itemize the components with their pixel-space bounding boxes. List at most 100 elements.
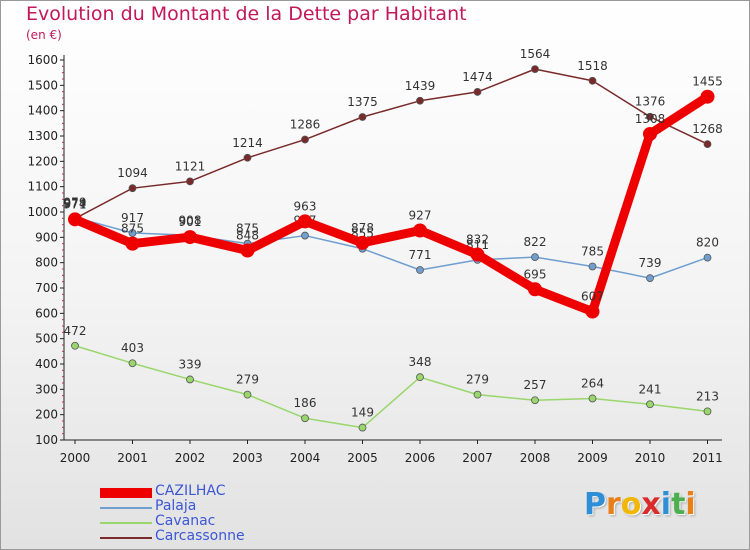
data-point-cavanac — [71, 341, 79, 350]
y-tick-label: 500 — [35, 332, 58, 346]
data-label-cavanac: 403 — [121, 341, 144, 355]
data-label-cavanac: 264 — [581, 376, 604, 390]
logo-letter: i — [660, 487, 672, 522]
legend-swatch-palaja — [100, 507, 152, 509]
series-line-cavanac — [74, 345, 709, 429]
data-label-cavanac: 213 — [696, 389, 719, 403]
y-tick-label: 400 — [35, 357, 58, 371]
data-point-cavanac — [703, 407, 712, 416]
y-tick-label: 1400 — [27, 104, 58, 118]
data-label-palaja: 908 — [179, 213, 202, 227]
data-label-cavanac: 279 — [236, 373, 259, 387]
data-point-carcassonne — [646, 112, 654, 121]
data-point-cavanac — [531, 396, 539, 405]
x-tick-label: 2003 — [232, 451, 263, 465]
y-tick-label: 200 — [35, 408, 58, 422]
data-point-cavanac — [473, 390, 482, 399]
data-label-cavanac: 472 — [64, 324, 87, 338]
data-label-cazilhac: 963 — [294, 199, 317, 213]
data-label-cazilhac: 971 — [64, 197, 87, 211]
data-label-cazilhac: 1455 — [692, 75, 723, 89]
y-tick-label: 1300 — [27, 129, 58, 143]
data-point-cazilhac — [68, 212, 82, 227]
y-tick-label: 100 — [35, 433, 58, 447]
data-label-cavanac: 279 — [466, 373, 489, 387]
y-tick-label: 1000 — [27, 205, 58, 219]
data-point-carcassonne — [186, 177, 194, 186]
data-label-cazilhac: 901 — [179, 215, 202, 229]
y-tick-label: 900 — [35, 230, 58, 244]
data-label-carcassonne: 974 — [64, 197, 87, 211]
logo-letter: x — [641, 487, 661, 522]
data-point-cavanac — [301, 414, 309, 423]
data-label-palaja: 785 — [581, 244, 604, 258]
data-point-cazilhac — [298, 214, 312, 229]
data-label-cavanac: 149 — [351, 406, 374, 420]
data-label-carcassonne: 1439 — [405, 79, 436, 93]
y-tick-label: 1200 — [27, 154, 58, 168]
data-label-carcassonne: 1518 — [577, 59, 608, 73]
data-label-cavanac: 241 — [639, 382, 662, 396]
data-point-palaja — [531, 253, 539, 261]
data-point-carcassonne — [588, 76, 597, 85]
data-label-carcassonne: 1474 — [462, 70, 493, 84]
data-point-carcassonne — [473, 88, 482, 96]
legend-label-cazilhac: CAZILHAC — [155, 483, 226, 499]
x-tick-label: 2005 — [347, 451, 378, 465]
data-label-cazilhac: 878 — [351, 221, 374, 235]
chart-subtitle: (en €) — [26, 28, 62, 42]
x-tick-label: 2008 — [520, 451, 551, 465]
y-tick-label: 1500 — [27, 78, 58, 92]
data-label-cazilhac: 695 — [524, 267, 547, 281]
data-label-carcassonne: 1094 — [117, 166, 148, 180]
data-point-cavanac — [128, 359, 137, 368]
data-label-palaja: 917 — [121, 211, 144, 225]
data-label-carcassonne: 1268 — [692, 122, 723, 136]
chart-title: Evolution du Montant de la Dette par Hab… — [26, 3, 467, 25]
data-label-cazilhac: 607 — [581, 290, 604, 304]
x-tick-label: 2007 — [462, 451, 493, 465]
logo-letter: o — [620, 487, 642, 522]
x-tick-label: 2000 — [60, 451, 91, 465]
y-tick-label: 700 — [35, 281, 58, 295]
data-point-cazilhac — [125, 236, 140, 251]
x-tick-label: 2009 — [577, 451, 608, 465]
data-label-cazilhac: 927 — [409, 208, 432, 222]
data-point-palaja — [703, 253, 712, 262]
data-point-carcassonne — [531, 65, 539, 74]
data-point-cavanac — [358, 423, 367, 432]
y-tick-label: 300 — [35, 382, 58, 396]
data-point-carcassonne — [128, 184, 137, 193]
legend-swatch-carcassonne — [100, 537, 152, 539]
legend-label-carcassonne: Carcassonne — [155, 528, 245, 544]
data-label-palaja: 739 — [639, 256, 662, 270]
data-label-cazilhac: 832 — [466, 233, 489, 247]
data-point-cazilhac — [700, 89, 715, 104]
data-label-palaja: 820 — [696, 236, 719, 250]
data-point-cazilhac — [240, 243, 255, 258]
logo-letter: r — [606, 487, 621, 522]
x-tick-label: 2002 — [175, 451, 206, 465]
y-tick-label: 600 — [35, 306, 58, 320]
legend-label-palaja: Palaja — [155, 498, 197, 514]
proxiti-logo: Proxiti — [584, 487, 696, 522]
data-point-cavanac — [243, 390, 252, 399]
data-label-palaja: 875 — [236, 222, 259, 236]
data-label-carcassonne: 1375 — [347, 95, 378, 109]
data-point-cazilhac — [585, 304, 600, 319]
legend-swatch-cavanac — [100, 522, 152, 524]
y-tick-label: 1100 — [27, 180, 58, 194]
y-tick-label: 800 — [35, 256, 58, 270]
data-point-cazilhac — [528, 282, 542, 297]
logo-letter: i — [685, 487, 696, 522]
data-label-carcassonne: 1286 — [290, 118, 321, 132]
legend-swatch-cazilhac — [100, 488, 152, 498]
data-point-carcassonne — [243, 153, 252, 162]
data-label-carcassonne: 1121 — [175, 159, 206, 173]
y-tick-label: 1600 — [27, 53, 58, 67]
x-tick-label: 2011 — [692, 451, 723, 465]
data-point-carcassonne — [416, 96, 424, 105]
data-point-cazilhac — [643, 126, 657, 141]
